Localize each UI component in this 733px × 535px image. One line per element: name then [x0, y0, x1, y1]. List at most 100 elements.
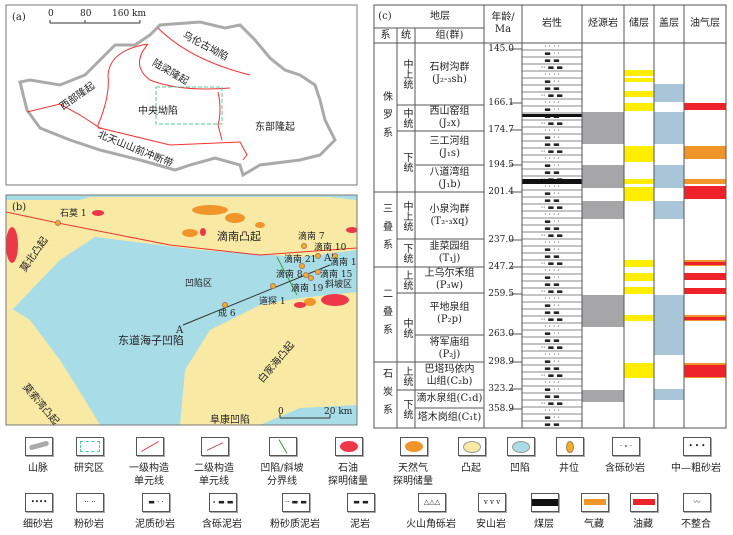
lithology-symbol: ▬ ▬	[544, 197, 559, 205]
lithology-symbol: ▬ ▬	[544, 141, 559, 149]
series-label: 下统	[401, 243, 412, 263]
formation-text: 西山窑组	[429, 106, 470, 117]
study-area-icon	[76, 437, 104, 456]
lithology-symbol: ▬ · ·	[544, 162, 560, 170]
lithology-symbol: ▬ ▬	[544, 393, 559, 401]
uplift-icon	[458, 437, 486, 456]
legend-label: 含砾泥岩	[202, 519, 242, 530]
lithology-symbol: ▬ ▬	[544, 337, 559, 345]
uplift-area	[6, 197, 357, 310]
reservoir-band	[624, 179, 654, 184]
legend-label: 煤层	[534, 519, 554, 530]
lithology-symbol: ▬ ▬	[544, 169, 559, 177]
lithology-symbol: · · · ·	[544, 155, 560, 163]
well-label: 成 6	[218, 309, 236, 319]
region-label: 阜康凹陷	[210, 415, 250, 426]
series-label: 上统	[401, 366, 412, 386]
gas-pool-band	[684, 146, 726, 159]
lithology-symbol: ·· ▬ ▬	[541, 260, 563, 268]
reservoir-band	[624, 287, 654, 294]
legend-label: 山脉	[28, 463, 48, 474]
cap-band	[654, 295, 684, 355]
coal-icon	[531, 493, 559, 512]
formation-text: 石树沟群	[429, 62, 470, 73]
legend-label: 研究区	[74, 463, 104, 474]
lithology-symbol: · · · ·	[544, 183, 560, 191]
formation-label: 平地泉组 (P₂p)	[415, 293, 484, 335]
source-rock-band	[582, 295, 624, 327]
section-end-a-prime: A'	[324, 253, 334, 264]
formation-text: 山组(C₂b)	[426, 376, 473, 387]
legend-label: 凸起	[461, 463, 481, 474]
region-label: 滴南凸起	[217, 230, 261, 243]
system-label: 石炭系	[380, 368, 392, 422]
legend-label: 泥质砂岩	[135, 519, 175, 530]
formation-label: 八道湾组 (J₁b)	[415, 165, 484, 192]
legend-label: 细砂岩	[23, 519, 53, 530]
lithology-symbol: ·· ▬ ▬	[541, 92, 563, 100]
well-label: 滴南 1	[330, 258, 357, 268]
formation-text: (P₂p)	[437, 314, 462, 325]
scale-b-0: 0	[278, 407, 284, 417]
unit-label: 东部隆起	[255, 122, 295, 133]
series-label: 中上统	[401, 59, 412, 89]
formation-text: (J₂-₃sh)	[432, 74, 467, 85]
formation-label: 石树沟群 (J₂-₃sh)	[415, 43, 484, 105]
fine-sandstone-icon: ••••	[25, 493, 53, 512]
lithology-symbol: ▬ · ·	[544, 302, 560, 310]
series-label: 中统	[401, 108, 412, 128]
reservoir-band	[624, 78, 654, 82]
age-label: 263.0	[488, 329, 514, 339]
oil-pool-icon	[630, 493, 658, 512]
source-rock-band	[582, 112, 624, 144]
medium-coarse-sandstone-icon: • • •	[683, 437, 711, 456]
header-reservoir: 储层	[629, 18, 649, 29]
lithology-symbol: ▬ · ·	[544, 358, 560, 366]
legend-label: 含砾砂岩	[605, 463, 645, 474]
legend-label: 安山岩	[476, 519, 506, 530]
series-label: 上统	[401, 270, 412, 290]
age-label: 201.4	[488, 187, 514, 197]
legend-label: 石油 探明储量	[328, 463, 368, 487]
section-end-a: A	[176, 325, 184, 336]
header-formation: 组(群)	[435, 29, 464, 41]
lithology-symbol: ▬ ▬	[544, 57, 559, 65]
formation-label: 西山窑组 (J₂x)	[415, 105, 484, 131]
series-label: 下统	[401, 399, 412, 419]
legend-label: 井位	[559, 463, 579, 474]
lithology-symbol: ▬ · ·	[544, 246, 560, 254]
lithology-symbol: · · · ·	[544, 239, 560, 247]
uplift-area	[180, 292, 357, 425]
age-label: 174.7	[488, 125, 514, 135]
region-label: 凹陷区	[185, 279, 213, 289]
oil-pool-band	[684, 103, 726, 110]
pebbly-sandstone-icon: · ∘ ·	[612, 437, 640, 456]
well-label: 滴南 15	[320, 270, 353, 280]
gas-pool-band	[684, 179, 726, 184]
lithology-symbol: ·· ▬ ▬	[541, 344, 563, 352]
lithology-symbol: ·· ▬ ▬	[541, 316, 563, 324]
silty-mudstone-icon: ·· ▬ ▬	[282, 493, 310, 512]
formation-text: 三工河组	[429, 136, 470, 147]
oil-pool-band	[684, 186, 726, 199]
oil-pool-band	[684, 273, 726, 280]
lithology-symbol: · · · ·	[544, 407, 560, 415]
system-label: 三叠系	[380, 202, 392, 257]
scale-a-80: 80	[80, 9, 92, 19]
lithology-symbol: · · · ·	[544, 71, 560, 79]
system-label: 侏罗系	[380, 90, 392, 145]
header-cap: 盖层	[659, 18, 679, 29]
reservoir-band	[624, 70, 654, 76]
lithology-symbol: ▬ ▬	[544, 281, 559, 289]
region-label: 东道海子凹陷	[118, 334, 184, 347]
formation-text: 巴塔玛依内	[424, 364, 475, 375]
panel-a-label: (a)	[12, 12, 26, 23]
formation-text: 将军庙组	[429, 336, 470, 348]
legend-label: 一级构造 单元线	[129, 463, 169, 487]
lithology-symbol: ▬ · ·	[544, 274, 560, 282]
panel-c-label: (c)	[378, 10, 392, 22]
cap-band	[654, 112, 684, 144]
lithology-symbol: ·· ▬ ▬	[541, 120, 563, 128]
andesite-icon: v v v	[478, 493, 506, 512]
